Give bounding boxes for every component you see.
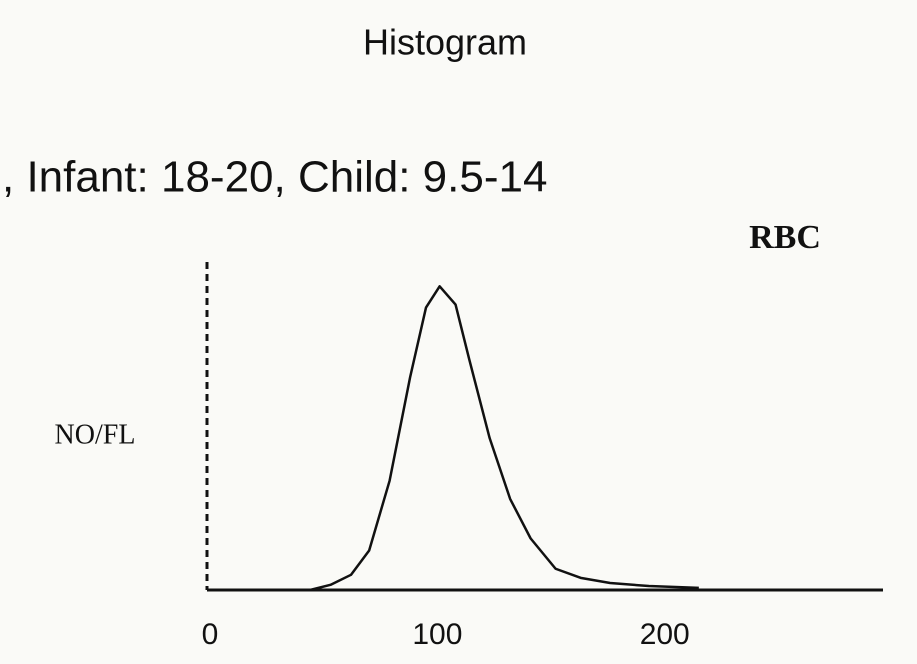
x-tick-label: 0 [202, 618, 219, 651]
chart-subtitle: , Infant: 18-20, Child: 9.5-14 [2, 153, 547, 202]
x-tick-label: 100 [412, 618, 462, 651]
panel-label: RBC [749, 219, 821, 256]
chart-title: Histogram [363, 22, 527, 63]
y-axis-label: NO/FL [55, 419, 136, 450]
curve [309, 285, 699, 592]
x-tick-label: 200 [640, 618, 690, 651]
